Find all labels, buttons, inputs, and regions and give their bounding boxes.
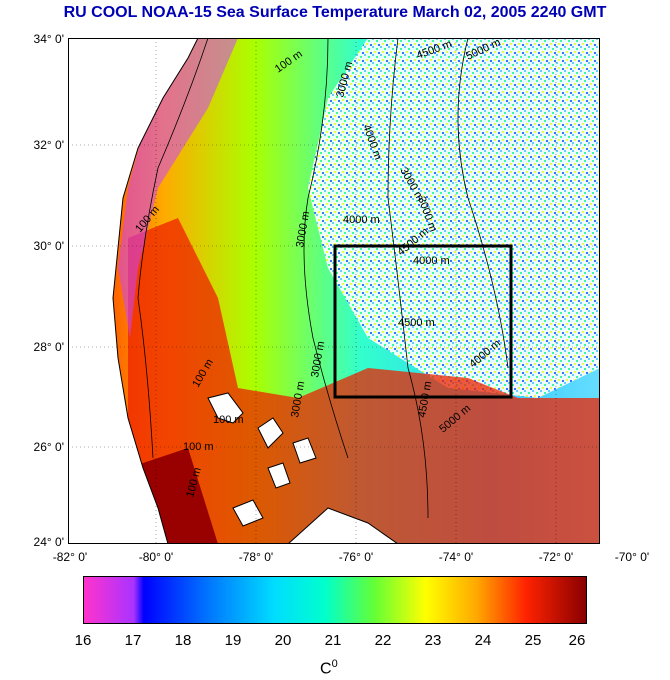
land-bahamas [207, 392, 317, 527]
study-area-box [333, 244, 513, 399]
colorbar-tick: 17 [124, 632, 142, 649]
lon-tick: -72° 0' [538, 550, 574, 564]
land-florida [68, 38, 199, 544]
lat-tick: 30° 0' [33, 239, 64, 253]
land-cuba [287, 507, 399, 544]
colorbar-tick: 20 [274, 632, 292, 649]
colorbar-tick: 23 [424, 632, 442, 649]
colorbar-tick: 16 [74, 632, 92, 649]
lat-tick: 26° 0' [33, 440, 64, 454]
lat-tick: 32° 0' [33, 138, 64, 152]
lon-tick: -78° 0' [238, 550, 274, 564]
lat-tick: 28° 0' [33, 340, 64, 354]
sst-map: 100 m 100 m 100 m 100 m 100 m 100 m 3000… [68, 38, 600, 544]
depth-label: 4000 m [413, 255, 450, 267]
map-frame [68, 38, 600, 544]
lon-tick: -82° 0' [52, 550, 88, 564]
lon-tick: -80° 0' [138, 550, 174, 564]
colorbar-unit: C0 [320, 658, 338, 678]
gulf-stream-core [128, 218, 600, 544]
depth-label: 4000 m [343, 214, 380, 226]
lat-tick: 34° 0' [33, 32, 64, 46]
colorbar [83, 576, 587, 624]
cloud-speckle-region [308, 38, 600, 398]
map-title: RU COOL NOAA-15 Sea Surface Temperature … [63, 4, 607, 21]
colorbar-tick: 21 [324, 632, 342, 649]
lon-tick: -70° 0' [614, 550, 650, 564]
colorbar-tick: 18 [174, 632, 192, 649]
colorbar-tick: 24 [474, 632, 492, 649]
lat-tick: 24° 0' [33, 535, 64, 549]
colorbar-tick: 19 [224, 632, 242, 649]
depth-label: 100 m [213, 414, 244, 426]
bathymetry-contours [137, 38, 509, 519]
graticule [68, 38, 600, 544]
depth-label: 4500 m [398, 317, 435, 329]
lon-tick: -74° 0' [438, 550, 474, 564]
colorbar-tick: 25 [524, 632, 542, 649]
lon-tick: -76° 0' [338, 550, 374, 564]
depth-label: 100 m [183, 441, 214, 453]
colorbar-tick: 26 [568, 632, 586, 649]
colorbar-tick: 22 [374, 632, 392, 649]
